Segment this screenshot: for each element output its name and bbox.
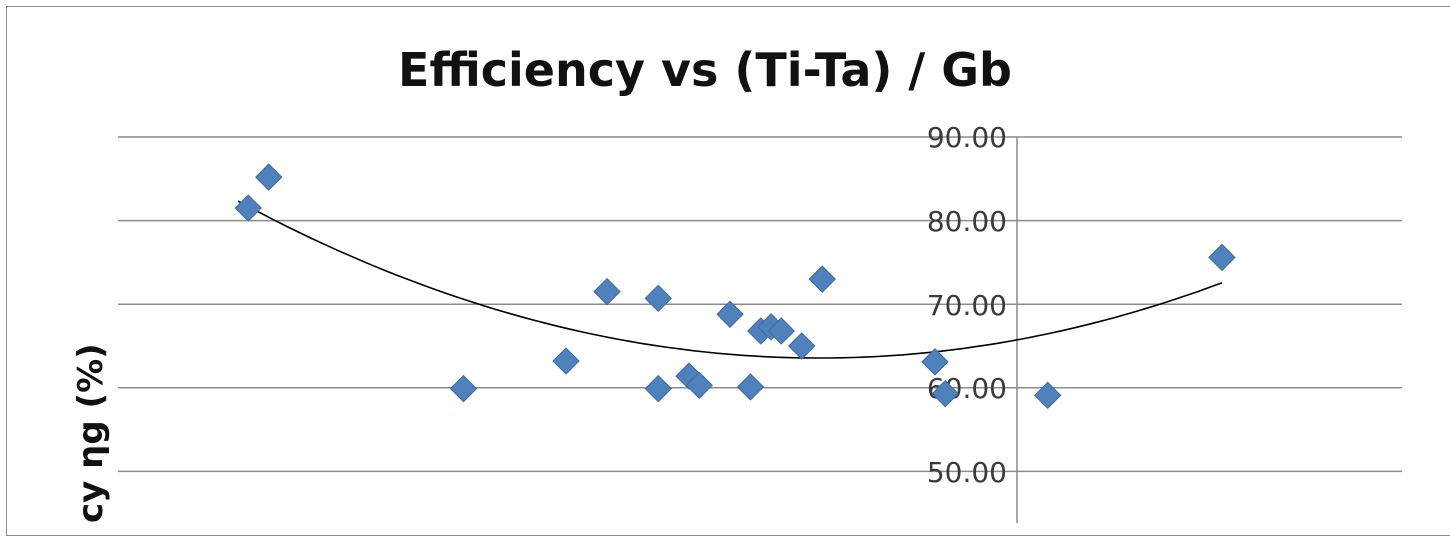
data-point-1 [234, 194, 262, 222]
data-point-15 [808, 265, 836, 293]
data-point-0 [255, 163, 283, 191]
y-tick-70: 70.00 [927, 289, 1007, 322]
gridlines [118, 136, 1402, 473]
data-point-17 [931, 379, 959, 408]
trendline [237, 200, 1223, 359]
data-points [234, 163, 1236, 410]
data-point-10 [736, 373, 765, 401]
data-point-5 [644, 284, 672, 313]
data-point-19 [1208, 243, 1236, 272]
data-point-4 [593, 277, 621, 306]
scatter-chart: Efficiency vs (Ti-Ta) / Gb 90.00 80.00 7… [71, 43, 1402, 523]
data-point-9 [716, 300, 744, 328]
y-tick-90: 90.00 [927, 121, 1007, 154]
y-tick-50: 50.00 [927, 456, 1007, 489]
data-point-16 [921, 348, 949, 376]
y-tick-80: 80.00 [927, 205, 1007, 238]
data-point-14 [788, 332, 816, 360]
data-point-18 [1034, 381, 1062, 410]
y-axis-label: cy ηg (%) [71, 343, 111, 523]
data-point-3 [552, 347, 580, 375]
data-point-8 [685, 371, 713, 399]
chart-title: Efficiency vs (Ti-Ta) / Gb [398, 43, 1012, 97]
y-tick-labels: 90.00 80.00 70.00 60.00 50.00 [927, 121, 1007, 489]
data-point-6 [644, 374, 672, 403]
data-point-2 [449, 374, 478, 403]
chart-frame [6, 6, 1450, 536]
data-point-13 [767, 317, 795, 345]
